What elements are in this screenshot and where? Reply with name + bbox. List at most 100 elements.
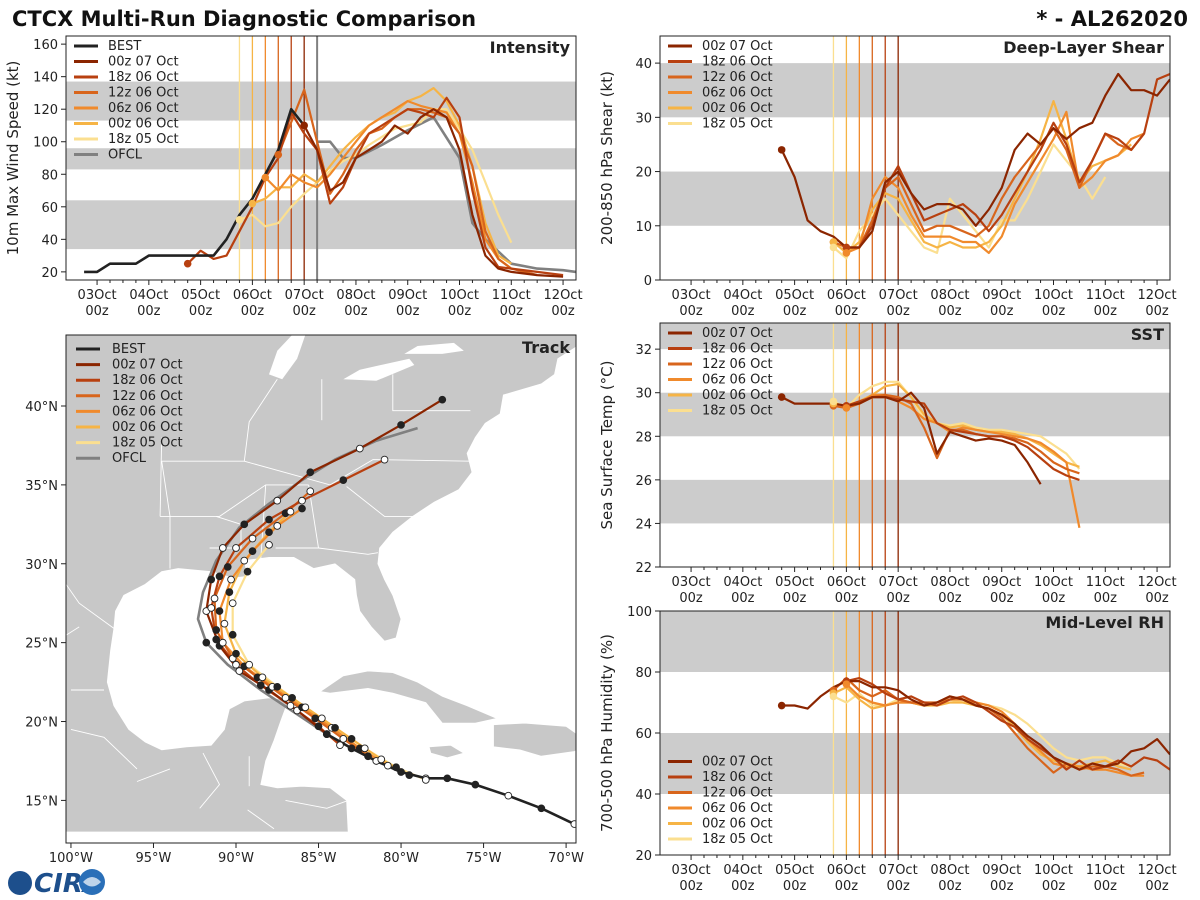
shear-legend-label: 06z 06 Oct (702, 86, 773, 101)
track-position-marker (273, 522, 282, 530)
shear-init-marker (842, 249, 851, 257)
shear-panel: 01020304003Oct00z04Oct00z05Oct00z06Oct00… (598, 35, 1177, 319)
track-legend-label: 00z 06 Oct (112, 420, 183, 435)
track-position-marker (288, 694, 296, 702)
sst-band (660, 323, 1170, 350)
track-position-marker (248, 534, 257, 543)
shear-xtick-sublabel: 00z (731, 304, 755, 319)
sst-xtick-label: 04Oct (723, 575, 762, 590)
rh-xtick-sublabel: 00z (938, 879, 962, 894)
rh-legend-label: 00z 07 Oct (702, 755, 773, 770)
track-position-marker (364, 752, 372, 761)
state-border (159, 437, 163, 517)
sst-init-marker (777, 393, 786, 401)
intensity-series-line (186, 96, 564, 277)
rh-xtick-label: 05Oct (775, 863, 814, 878)
track-position-marker (383, 761, 392, 770)
shear-plot-area (660, 36, 1170, 280)
intensity-xtick-sublabel: 00z (500, 304, 524, 319)
sst-xtick-sublabel: 00z (1042, 591, 1066, 606)
track-panel: 100°W 95°W 90°W 85°W 80°W 75°W 70°W 15°N 20°N 25°… (25, 334, 584, 866)
sst-band (660, 479, 1170, 524)
shear-frame (659, 35, 1171, 281)
track-position-marker (235, 667, 244, 675)
intensity-band (66, 81, 576, 121)
rh-series-line (846, 676, 1170, 771)
track-ytick-label: 30°N (25, 558, 58, 573)
intensity-xtick-label: 09Oct (388, 288, 427, 303)
sst-xtick-sublabel: 00z (938, 591, 962, 606)
track-position-marker (339, 476, 348, 484)
track-position-marker (471, 780, 480, 789)
track-ytick-label: 20°N (25, 716, 58, 731)
sst-ytick-label: 24 (635, 517, 652, 532)
shear-xtick-sublabel: 00z (1145, 304, 1169, 319)
shear-legend-label: 18z 06 Oct (702, 55, 773, 70)
shear-series-line (846, 72, 1170, 249)
state-border (199, 752, 221, 809)
sst-xtick-sublabel: 00z (731, 591, 755, 606)
sst-xtick-label: 12Oct (1138, 575, 1177, 590)
intensity-xtick-label: 05Oct (181, 288, 220, 303)
track-position-marker (210, 594, 219, 603)
track-position-marker (336, 741, 344, 750)
sst-xtick-sublabel: 00z (783, 591, 807, 606)
intensity-xtick-sublabel: 00z (85, 304, 109, 319)
track-position-marker (202, 638, 211, 647)
track-ytick-label: 25°N (25, 637, 58, 652)
sst-ytick-label: 30 (635, 387, 652, 402)
shear-title: Deep-Layer Shear (1003, 38, 1164, 57)
track-position-marker (248, 547, 257, 555)
storm-id: * - AL262020 (1036, 7, 1188, 31)
intensity-xtick-label: 11Oct (492, 288, 531, 303)
track-frame (65, 334, 577, 844)
rh-ytick-label: 20 (635, 849, 652, 864)
intensity-legend-label: 06z 06 Oct (108, 101, 179, 116)
track-position-marker (212, 626, 221, 634)
track-xtick-label: 95°W (136, 851, 172, 866)
rh-xtick-sublabel: 00z (1042, 879, 1066, 894)
track-position-marker (207, 575, 216, 584)
rh-xtick-sublabel: 00z (990, 879, 1014, 894)
state-border (160, 484, 309, 517)
rh-ytick-label: 80 (635, 666, 652, 681)
rh-band (660, 611, 1170, 672)
cira-logo: CIRA (8, 869, 105, 899)
intensity-ytick-label: 80 (41, 168, 58, 183)
rh-xtick-sublabel: 00z (835, 879, 859, 894)
state-border (260, 484, 267, 560)
sst-frame (659, 322, 1171, 568)
intensity-panel: 2040608010012014016003Oct00z04Oct00z05Oc… (4, 35, 583, 319)
track-position-marker (306, 487, 315, 496)
shear-ytick-label: 0 (644, 274, 652, 289)
state-border (66, 626, 80, 636)
track-position-marker (301, 703, 310, 712)
sst-xtick-sublabel: 00z (990, 591, 1014, 606)
track-position-marker (215, 572, 224, 581)
sst-ytick-label: 26 (635, 474, 652, 489)
intensity-xtick-label: 06Oct (233, 288, 272, 303)
sst-legend-label: 00z 07 Oct (702, 326, 773, 341)
state-border (285, 799, 349, 809)
state-border (70, 728, 138, 770)
sst-xtick-sublabel: 00z (886, 591, 910, 606)
sst-legend-label: 18z 06 Oct (702, 342, 773, 357)
shear-ytick-label: 30 (635, 111, 652, 126)
sst-ytick-label: 28 (635, 430, 652, 445)
intensity-xtick-sublabel: 00z (448, 304, 472, 319)
intensity-xtick-sublabel: 00z (551, 304, 575, 319)
track-position-marker (240, 520, 249, 529)
rh-xtick-label: 12Oct (1138, 863, 1177, 878)
shear-series-line (845, 110, 1145, 254)
rh-xtick-label: 09Oct (982, 863, 1021, 878)
intensity-band (66, 200, 576, 250)
intensity-series-line (239, 108, 513, 244)
track-position-marker (339, 735, 348, 743)
sst-xtick-label: 10Oct (1034, 575, 1073, 590)
track-legend-label: 18z 06 Oct (112, 373, 183, 388)
track-position-marker (286, 507, 295, 516)
sst-xtick-label: 09Oct (982, 575, 1021, 590)
rh-legend-label: 18z 06 Oct (702, 770, 773, 785)
rh-ytick-label: 40 (635, 788, 652, 803)
sst-legend-label: 18z 05 Oct (702, 404, 773, 419)
